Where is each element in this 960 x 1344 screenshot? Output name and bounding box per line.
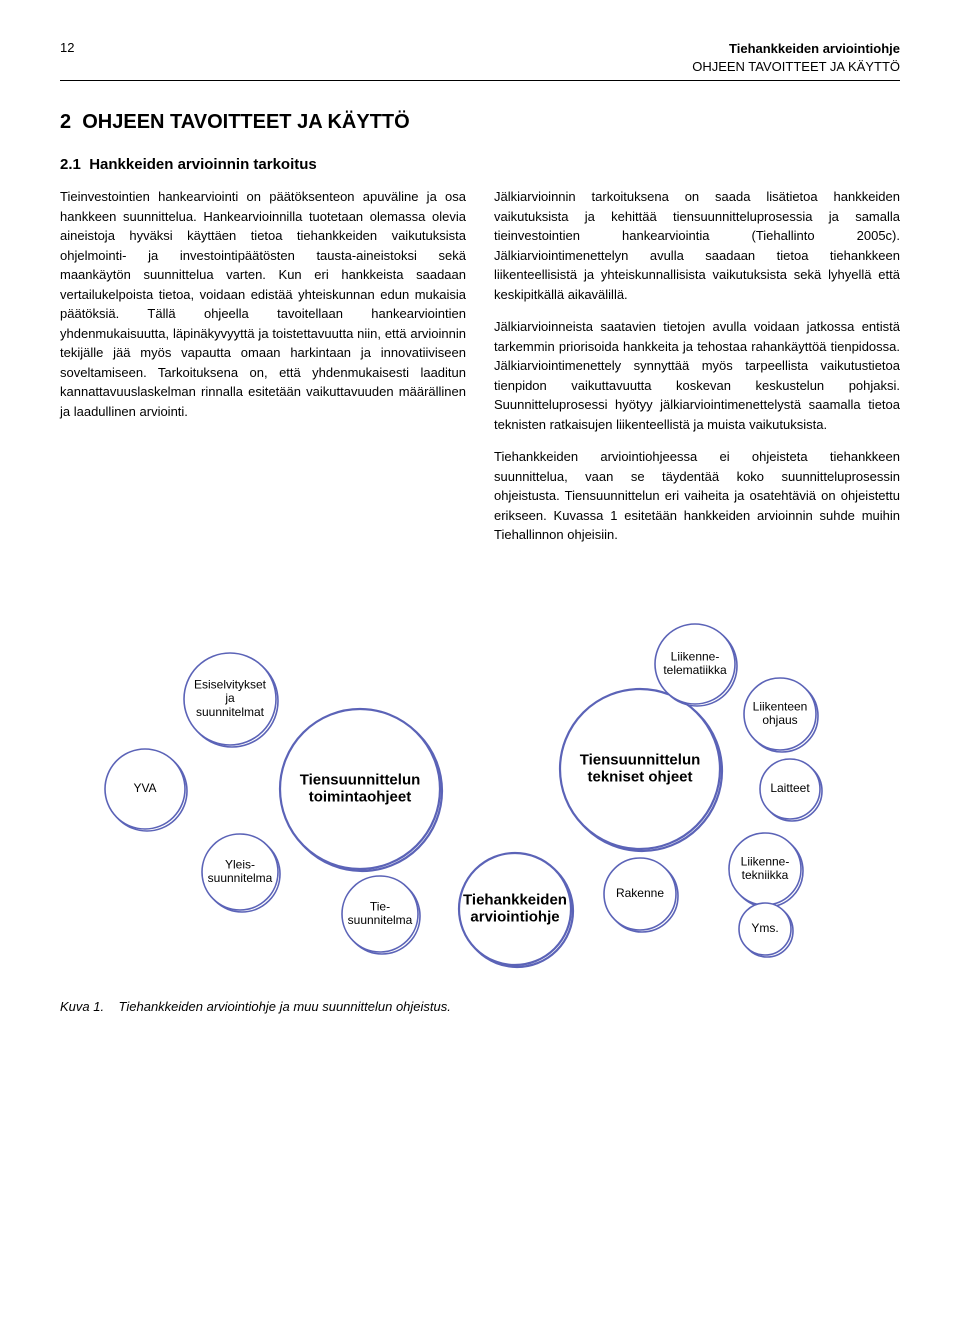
- page-header: 12 Tiehankkeiden arviointiohje OHJEEN TA…: [60, 40, 900, 81]
- svg-text:ja: ja: [224, 691, 235, 705]
- svg-text:ohjaus: ohjaus: [762, 713, 797, 727]
- doc-title: Tiehankkeiden arviointiohje: [692, 40, 900, 58]
- figure-caption: Kuva 1. Tiehankkeiden arviointiohje ja m…: [60, 999, 900, 1014]
- doc-subtitle: OHJEEN TAVOITTEET JA KÄYTTÖ: [692, 58, 900, 76]
- svg-text:YVA: YVA: [133, 781, 156, 795]
- section-title: OHJEEN TAVOITTEET JA KÄYTTÖ: [82, 111, 409, 133]
- svg-text:Rakenne: Rakenne: [616, 886, 664, 900]
- svg-text:Liikenne-: Liikenne-: [671, 649, 720, 663]
- subsection-number: 2.1: [60, 156, 81, 173]
- svg-text:telematiikka: telematiikka: [663, 663, 727, 677]
- subsection-title: Hankkeiden arvioinnin tarkoitus: [89, 156, 317, 173]
- svg-text:suunnitelma: suunnitelma: [208, 871, 273, 885]
- svg-text:Yleis-: Yleis-: [225, 857, 255, 871]
- svg-text:Tiehankkeiden: Tiehankkeiden: [463, 891, 567, 908]
- svg-text:toimintaohjeet: toimintaohjeet: [309, 788, 412, 805]
- svg-text:Laitteet: Laitteet: [770, 781, 810, 795]
- svg-text:Liikenteen: Liikenteen: [753, 699, 808, 713]
- header-right: Tiehankkeiden arviointiohje OHJEEN TAVOI…: [692, 40, 900, 76]
- diagram-container: YVA Esiselvityksetjasuunnitelmat Yleis-suu…: [60, 594, 900, 1014]
- svg-text:Tiensuunnittelun: Tiensuunnittelun: [580, 751, 701, 768]
- right-column: Jälkiarvioinnin tarkoituksena on saada l…: [494, 187, 900, 558]
- network-diagram: YVA Esiselvityksetjasuunnitelmat Yleis-suu…: [70, 594, 890, 974]
- subsection-heading: 2.1 Hankkeiden arvioinnin tarkoitus: [60, 156, 900, 173]
- svg-text:Esiselvitykset: Esiselvitykset: [194, 677, 267, 691]
- caption-label: Kuva 1.: [60, 999, 104, 1014]
- svg-text:Yms.: Yms.: [751, 921, 778, 935]
- svg-text:Tiensuunnittelun: Tiensuunnittelun: [300, 771, 421, 788]
- section-number: 2: [60, 111, 71, 133]
- svg-text:tekniikka: tekniikka: [742, 868, 789, 882]
- svg-text:Liikenne-: Liikenne-: [741, 854, 790, 868]
- body-paragraph: Jälkiarvioinneista saatavien tietojen av…: [494, 317, 900, 434]
- page-number: 12: [60, 40, 74, 55]
- svg-text:Tie-: Tie-: [370, 899, 390, 913]
- body-columns: Tieinvestointien hankearviointi on päätö…: [60, 187, 900, 558]
- svg-text:arviointiohje: arviointiohje: [470, 908, 559, 925]
- section-heading: 2 OHJEEN TAVOITTEET JA KÄYTTÖ: [60, 111, 900, 134]
- body-paragraph: Jälkiarvioinnin tarkoituksena on saada l…: [494, 187, 900, 304]
- svg-text:suunnitelma: suunnitelma: [348, 913, 413, 927]
- body-paragraph: Tieinvestointien hankearviointi on päätö…: [60, 187, 466, 421]
- svg-text:suunnitelmat: suunnitelmat: [196, 705, 265, 719]
- caption-text: Tiehankkeiden arviointiohje ja muu suunn…: [119, 999, 451, 1014]
- body-paragraph: Tiehankkeiden arviointiohjeessa ei ohjei…: [494, 447, 900, 545]
- svg-text:tekniset ohjeet: tekniset ohjeet: [587, 768, 692, 785]
- left-column: Tieinvestointien hankearviointi on päätö…: [60, 187, 466, 558]
